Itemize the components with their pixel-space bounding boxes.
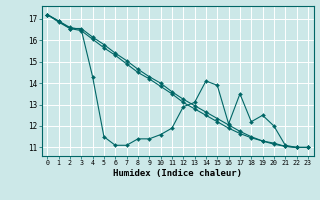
X-axis label: Humidex (Indice chaleur): Humidex (Indice chaleur) (113, 169, 242, 178)
